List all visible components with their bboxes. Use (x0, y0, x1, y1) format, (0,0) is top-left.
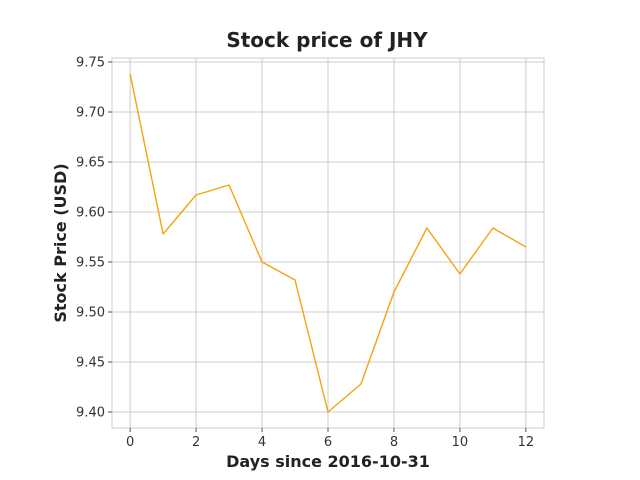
chart-title: Stock price of JHY (226, 28, 428, 52)
x-tick-label: 8 (390, 435, 398, 450)
y-tick-label: 9.50 (76, 306, 105, 321)
y-tick-label: 9.45 (76, 356, 105, 371)
y-tick-label: 9.55 (76, 256, 105, 271)
x-tick-label: 6 (324, 435, 332, 450)
y-tick-label: 9.75 (76, 56, 105, 71)
y-tick-label: 9.70 (76, 106, 105, 121)
y-tick-label: 9.65 (76, 156, 105, 171)
y-tick-label: 9.40 (76, 406, 105, 421)
series-line (129, 73, 527, 413)
axis-ticks: 0 2 4 6 8 10 12 9.40 9.45 9.50 9.55 9.60 9.65 9.70 9.7… (76, 56, 534, 451)
x-tick-label: 12 (518, 435, 535, 450)
x-tick-label: 4 (258, 435, 266, 450)
x-axis-label: Days since 2016-10-31 (226, 452, 430, 471)
x-tick-label: 10 (452, 435, 469, 450)
y-axis-label: Stock Price (USD) (51, 163, 70, 322)
series-layer (129, 73, 527, 413)
x-tick-label: 0 (126, 435, 134, 450)
x-tick-label: 2 (192, 435, 200, 450)
grid-lines (112, 58, 544, 428)
y-tick-label: 9.60 (76, 206, 105, 221)
